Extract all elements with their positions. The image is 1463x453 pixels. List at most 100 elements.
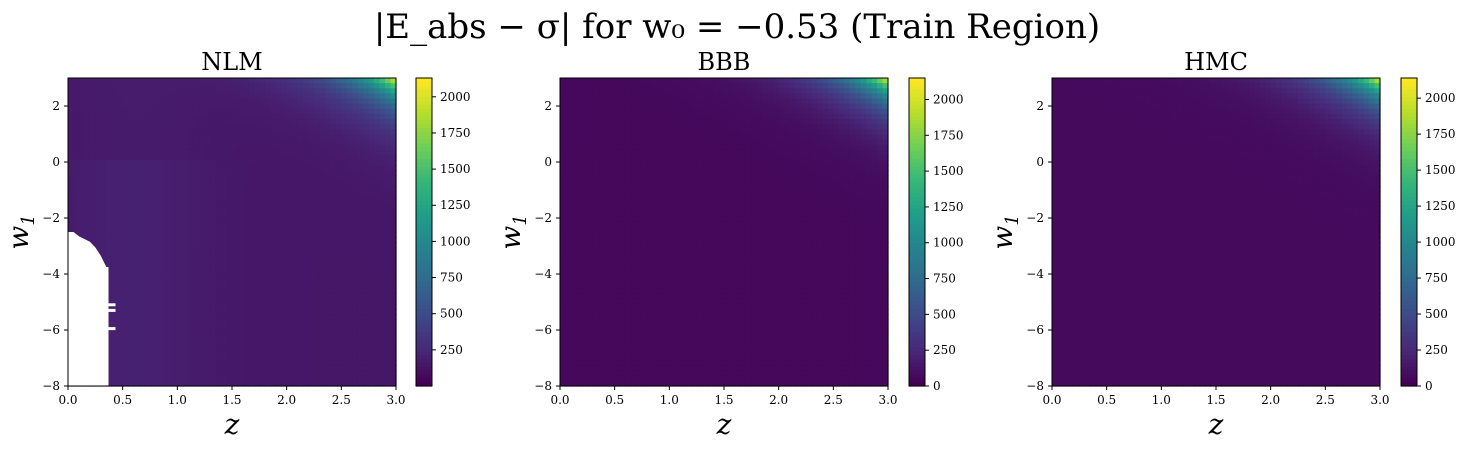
heatmap-cell: [166, 165, 172, 171]
heatmap-cell: [183, 201, 189, 207]
heatmap-cell: [309, 109, 315, 115]
heatmap-cell: [385, 160, 391, 166]
heatmap-cell: [123, 242, 129, 248]
heatmap-cell: [336, 232, 342, 238]
heatmap-cell: [314, 145, 320, 151]
heatmap-cell: [336, 160, 342, 166]
heatmap-cell: [281, 288, 287, 294]
heatmap-cell: [309, 196, 315, 202]
heatmap-cell: [669, 237, 675, 243]
heatmap-cell: [314, 268, 320, 274]
heatmap-cell: [598, 93, 604, 99]
heatmap-cell: [576, 288, 582, 294]
heatmap-cell: [265, 217, 271, 223]
heatmap-cell: [68, 93, 74, 99]
heatmap-cell: [276, 309, 282, 315]
heatmap-cell: [161, 345, 167, 351]
heatmap-cell: [117, 129, 123, 135]
heatmap-cell: [298, 140, 304, 146]
heatmap-cell: [609, 371, 615, 377]
heatmap-cell: [270, 324, 276, 330]
heatmap-cell: [309, 83, 315, 89]
heatmap-cell: [565, 181, 571, 187]
heatmap-cell: [270, 288, 276, 294]
heatmap-cell: [380, 360, 386, 366]
heatmap-cell: [117, 278, 123, 284]
heatmap-cell: [194, 134, 200, 140]
colorbar-segment: [416, 274, 432, 278]
heatmap-cell: [615, 140, 621, 146]
heatmap-cell: [128, 304, 134, 310]
heatmap-cell: [210, 145, 216, 151]
heatmap-cell: [155, 176, 161, 182]
heatmap-cell: [210, 124, 216, 130]
heatmap-cell: [139, 319, 145, 325]
heatmap-cell: [221, 299, 227, 305]
heatmap-cell: [248, 160, 254, 166]
heatmap-cell: [128, 330, 134, 336]
heatmap-cell: [560, 78, 566, 84]
heatmap-cell: [259, 196, 265, 202]
heatmap-cell: [243, 129, 249, 135]
heatmap-cell: [576, 186, 582, 192]
heatmap-cell: [128, 119, 134, 125]
heatmap-cell: [84, 176, 90, 182]
heatmap-cell: [270, 93, 276, 99]
heatmap-cell: [642, 227, 648, 233]
heatmap-cell: [587, 78, 593, 84]
heatmap-cell: [199, 150, 205, 156]
heatmap-cell: [161, 278, 167, 284]
heatmap-cell: [347, 78, 353, 84]
heatmap-cell: [341, 140, 347, 146]
heatmap-cell: [270, 134, 276, 140]
heatmap-cell: [188, 304, 194, 310]
heatmap-cell: [243, 288, 249, 294]
heatmap-cell: [620, 309, 626, 315]
heatmap-cell: [210, 253, 216, 259]
heatmap-cell: [123, 78, 129, 84]
heatmap-cell: [205, 268, 211, 274]
heatmap-cell: [84, 134, 90, 140]
heatmap-cell: [117, 160, 123, 166]
heatmap-cell: [183, 278, 189, 284]
heatmap-cell: [576, 237, 582, 243]
heatmap-cell: [248, 119, 254, 125]
heatmap-cell: [177, 124, 183, 130]
heatmap-cell: [232, 109, 238, 115]
heatmap-cell: [325, 309, 331, 315]
heatmap-cell: [292, 93, 298, 99]
heatmap-cell: [205, 371, 211, 377]
heatmap-cell: [112, 350, 118, 356]
heatmap-cell: [194, 360, 200, 366]
heatmap-cell: [358, 176, 364, 182]
heatmap-cell: [112, 211, 118, 217]
heatmap-cell: [117, 181, 123, 187]
heatmap-cell: [84, 165, 90, 171]
heatmap-cell: [385, 294, 391, 300]
heatmap-cell: [369, 114, 375, 120]
heatmap-cell: [79, 104, 85, 110]
heatmap-cell: [631, 78, 637, 84]
heatmap-cell: [642, 170, 648, 176]
heatmap-cell: [582, 365, 588, 371]
heatmap-cell: [653, 340, 659, 346]
heatmap-cell: [106, 247, 112, 253]
heatmap-cell: [385, 201, 391, 207]
heatmap-cell: [363, 299, 369, 305]
heatmap-cell: [298, 340, 304, 346]
heatmap-cell: [598, 78, 604, 84]
heatmap-cell: [319, 376, 325, 382]
heatmap-cell: [309, 340, 315, 346]
heatmap-cell: [374, 155, 380, 161]
heatmap-cell: [358, 181, 364, 187]
heatmap-cell: [68, 83, 74, 89]
heatmap-cell: [123, 263, 129, 269]
heatmap-cell: [150, 78, 156, 84]
heatmap-cell: [587, 201, 593, 207]
heatmap-cell: [565, 206, 571, 212]
heatmap-cell: [593, 196, 599, 202]
heatmap-cell: [647, 314, 653, 320]
heatmap-cell: [330, 160, 336, 166]
heatmap-cell: [620, 340, 626, 346]
heatmap-cell: [653, 83, 659, 89]
